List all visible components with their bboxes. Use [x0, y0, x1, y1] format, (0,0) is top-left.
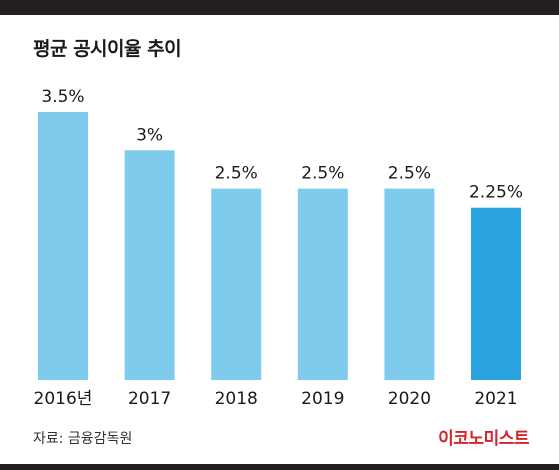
- data-label-2016년: 3.5%: [41, 87, 84, 107]
- bottom-line: [0, 464, 559, 470]
- x-tick-label-2020: 2020: [388, 389, 431, 409]
- x-tick-label-2019: 2019: [301, 389, 344, 409]
- bar-2019: [297, 188, 348, 380]
- chart-title: 평균 공시이율 추이: [33, 38, 182, 60]
- bar-2020: [384, 188, 435, 380]
- bar-2017: [124, 150, 175, 380]
- x-tick-label-2021: 2021: [474, 389, 517, 409]
- x-tick-label-2018: 2018: [215, 389, 258, 409]
- bar-2018: [211, 188, 262, 380]
- data-label-2017: 3%: [136, 125, 163, 145]
- data-label-2018: 2.5%: [215, 164, 258, 184]
- data-label-2021: 2.25%: [469, 183, 523, 203]
- brand-logo: 이코노미스트: [438, 429, 529, 449]
- source-note: 자료: 금융감독원: [33, 431, 133, 447]
- top-bar: [0, 0, 559, 15]
- data-label-2020: 2.5%: [388, 164, 431, 184]
- x-tick-label-2016년: 2016년: [34, 389, 93, 409]
- data-label-2019: 2.5%: [301, 164, 344, 184]
- bar-2021: [471, 207, 521, 380]
- x-tick-label-2017: 2017: [128, 389, 171, 409]
- bar-2016년: [38, 112, 88, 380]
